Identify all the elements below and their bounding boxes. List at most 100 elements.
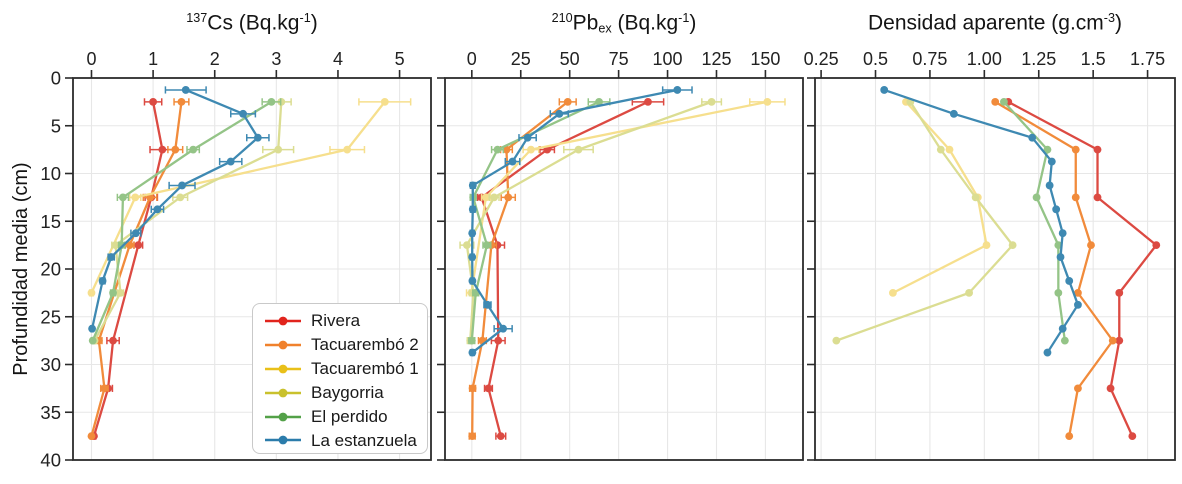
panel-densidad: 0.25 0.5 0.75 1.00 1.25 1.5 1.75 [804,49,1176,461]
data-point-rivera [493,241,502,250]
data-point-tacuarembo1 [482,193,490,202]
data-point-baygorria [832,336,841,345]
x-tick-label: 0.25 [804,49,839,69]
title-segment: -1 [299,11,311,25]
data-point-baygorria [971,193,980,202]
data-point-elperdido [1032,193,1041,202]
series-line-elperdido [91,100,273,342]
data-point-laestanzuela [523,133,532,142]
data-point-tacuarembo2 [1108,336,1117,345]
data-point-tacuarembo1 [343,145,352,154]
legend-item-rivera: Rivera [264,309,427,333]
data-point-tacuarembo1 [527,145,535,154]
data-point-laestanzuela [468,229,477,238]
data-point-tacuarembo2 [502,145,511,154]
data-point-tacuarembo2 [125,241,134,250]
data-point-elperdido [467,336,476,345]
legend-marker-icon [265,388,301,398]
data-point-baygorria [936,145,945,154]
data-point-tacuarembo2 [1071,145,1080,154]
data-point-laestanzuela [949,109,958,118]
series-line-laestanzuela [90,88,260,330]
data-point-baygorria [574,145,583,154]
data-point-laestanzuela [483,300,492,309]
y-tick-label: 40 [40,450,61,471]
data-point-elperdido [1000,97,1008,106]
x-tick-label: 0.75 [912,49,947,69]
y-tick-label: 20 [40,259,61,280]
y-tick-label: 15 [40,211,61,232]
title-segment: -1 [678,11,690,25]
data-point-rivera [644,97,652,106]
data-point-baygorria [707,97,716,106]
data-point-baygorria [176,193,185,202]
series-elperdido [88,97,282,345]
plot-border [72,77,432,461]
series-line-tacuarembo1 [470,100,769,295]
data-point-baygorria [965,288,973,297]
data-point-tacuarembo2 [1065,432,1074,441]
data-point-baygorria [111,241,120,250]
plot-border [814,77,1176,461]
legend-marker-icon [265,340,301,350]
series-elperdido [1000,97,1069,345]
data-point-laestanzuela [1058,324,1067,333]
x-tick-label: 100 [653,49,683,69]
y-tick-label: 25 [40,306,61,327]
data-point-tacuarembo2 [177,97,186,106]
data-point-tacuarembo2 [1074,288,1082,297]
data-point-tacuarembo2 [1071,193,1080,202]
legend-label: Tacuarembó 1 [311,359,419,379]
x-tick-label: 125 [701,49,731,69]
data-point-laestanzuela [131,229,140,238]
data-point-rivera [149,97,158,106]
legend-marker-icon [265,316,301,326]
plot-border [444,77,804,461]
data-point-laestanzuela [1056,253,1065,261]
x-axis-ticks: 0 1 2 3 4 5 [86,49,405,78]
data-point-laestanzuela [88,324,97,333]
x-axis-ticks: 0 25 50 75 100 125 150 [467,49,780,78]
legend-box: Rivera Tacuarembó 2 Tacuarembó 1 Baygorria E… [252,303,428,454]
legend-item-tacuarembo2: Tacuarembó 2 [264,333,427,357]
data-point-tacuarembo2 [1087,241,1095,250]
series-tacuarembo2 [991,97,1117,441]
x-tick-label: 3 [271,49,281,69]
data-point-tacuarembo2 [87,432,96,441]
y-tick-label: 30 [40,354,61,375]
data-point-laestanzuela [499,324,508,333]
data-point-rivera [1093,193,1102,202]
data-point-tacuarembo2 [171,145,180,154]
data-point-baygorria [463,241,471,250]
data-point-laestanzuela [239,109,247,118]
data-point-tacuarembo1 [945,145,954,154]
series-tacuarembo2 [87,97,190,441]
data-point-rivera [158,145,167,154]
data-point-tacuarembo2 [504,193,513,202]
series-elperdido [467,97,611,345]
data-point-rivera [1115,336,1124,345]
data-point-elperdido [119,193,127,202]
data-point-elperdido [109,288,117,297]
x-tick-label: 25 [511,49,531,69]
data-point-elperdido [482,241,491,250]
x-tick-label: 150 [750,49,780,69]
data-point-laestanzuela [1047,157,1056,166]
title-segment: Cs (Bq.kg [207,11,300,35]
data-point-laestanzuela [673,86,682,94]
series-line-tacuarembo2 [994,100,1114,438]
gridlines [815,77,1175,461]
data-point-tacuarembo2 [468,432,477,441]
title-segment: ) [310,11,318,35]
series-line-elperdido [470,100,601,342]
data-point-laestanzuela [181,86,190,94]
data-point-laestanzuela [468,277,477,285]
data-point-elperdido [267,97,276,106]
x-tick-label: 0 [467,49,477,69]
panel-title-cs137: 137Cs (Bq.kg-1) [73,3,431,35]
title-segment: ) [689,11,697,35]
data-point-laestanzuela [468,253,477,261]
data-point-baygorria [1008,241,1017,250]
